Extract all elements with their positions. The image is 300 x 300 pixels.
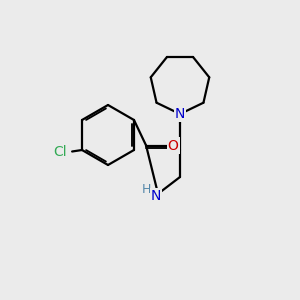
Text: N: N [175, 107, 185, 121]
Text: N: N [151, 190, 161, 203]
Text: H: H [141, 183, 151, 196]
Text: O: O [168, 139, 178, 152]
Text: Cl: Cl [53, 145, 67, 158]
